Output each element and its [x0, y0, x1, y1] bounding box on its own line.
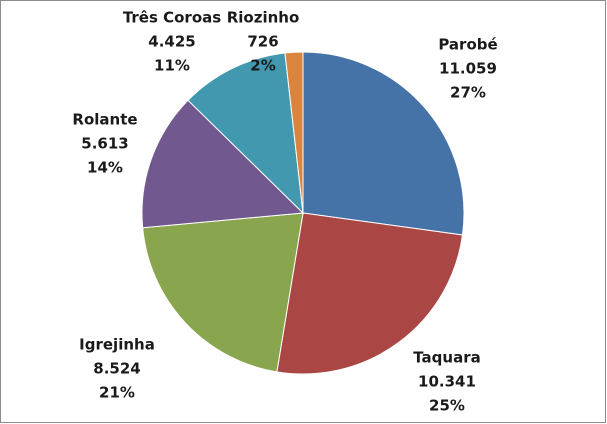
slice-value-label: 5.613: [81, 135, 128, 153]
slice-value-label: 4.425: [148, 33, 195, 51]
slice-category-label: Taquara: [413, 349, 480, 367]
slice-value-label: 10.341: [418, 373, 476, 391]
pie-slice: [141, 99, 305, 229]
slice-percent-label: 11%: [154, 57, 190, 75]
slice-value-label: 8.524: [93, 360, 140, 378]
slice-percent-label: 14%: [87, 159, 123, 177]
slice-category-label: Rolante: [72, 111, 137, 129]
slice-category-label: Igrejinha: [79, 336, 155, 354]
pie-slice: [187, 52, 304, 215]
slice-value-label: 11.059: [439, 60, 497, 78]
pie-slice: [302, 51, 465, 236]
pie-slice: [284, 51, 304, 214]
slice-percent-label: 2%: [250, 57, 275, 75]
pie-slice: [142, 212, 304, 373]
pie-slice: [276, 212, 464, 375]
slice-category-label: Parobé: [438, 36, 497, 54]
slice-percent-label: 21%: [99, 384, 135, 402]
slice-category-label: Três Coroas: [123, 9, 221, 27]
slice-percent-label: 25%: [429, 397, 465, 415]
slice-percent-label: 27%: [450, 84, 486, 102]
slice-category-label: Riozinho: [227, 9, 300, 27]
slice-value-label: 726: [247, 33, 278, 51]
